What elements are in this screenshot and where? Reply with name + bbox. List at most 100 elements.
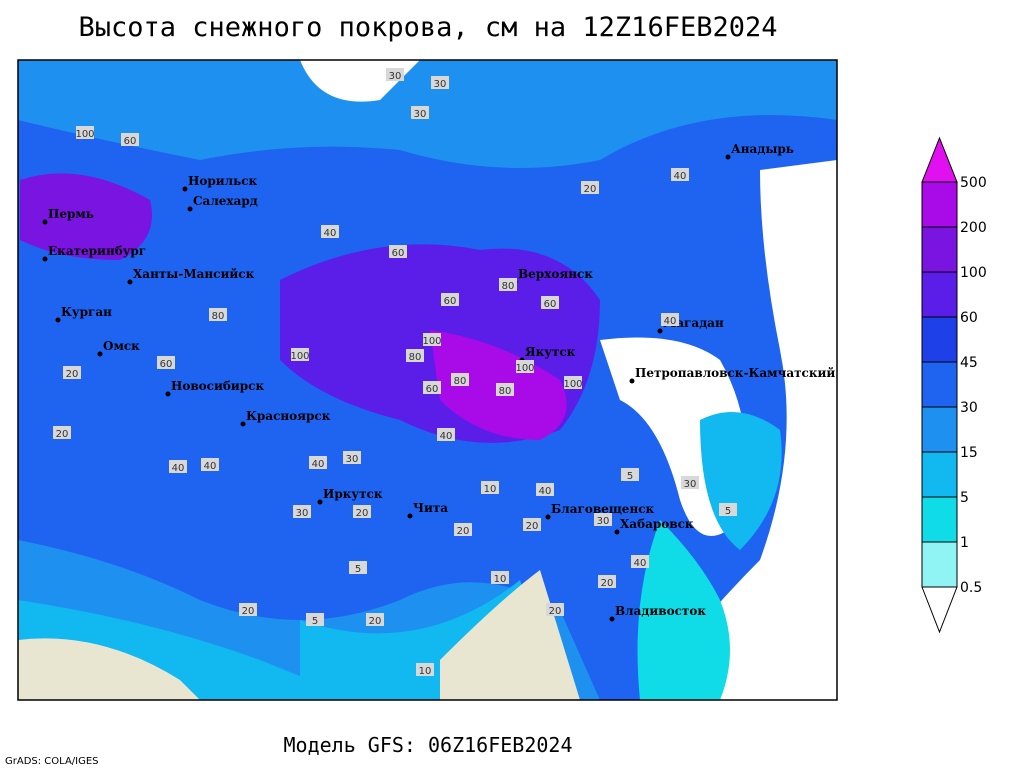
contour-label: 20 — [242, 606, 255, 617]
colorbar-band — [921, 406, 958, 453]
contour-label: 20 — [56, 429, 69, 440]
contour-label-box — [53, 426, 71, 439]
contour-label: 40 — [312, 459, 325, 470]
city-dot — [165, 391, 171, 397]
sakhalin-area — [637, 520, 730, 700]
contour-label-box — [306, 613, 324, 626]
city-dot — [629, 378, 635, 384]
city-dot — [614, 529, 620, 535]
city-label: Ханты-Мансийск — [133, 267, 255, 281]
city-label: Курган — [61, 305, 112, 319]
contour-label-box — [366, 613, 384, 626]
contour-label-box — [349, 561, 367, 574]
contour-label: 40 — [539, 486, 552, 497]
contour-label: 60 — [426, 384, 439, 395]
contour-label-box — [389, 245, 407, 258]
contour-label: 30 — [684, 479, 697, 490]
contour-label: 40 — [172, 463, 185, 474]
city-label: Чита — [413, 501, 448, 515]
contour-label: 5 — [627, 471, 633, 482]
contour-label: 5 — [355, 564, 361, 575]
region — [20, 173, 152, 260]
credit: GrADS: COLA/IGES — [5, 756, 99, 767]
contour-label: 60 — [160, 359, 173, 370]
city-label: Пермь — [48, 207, 94, 221]
contour-label: 30 — [414, 109, 427, 120]
contour-label: 40 — [440, 431, 453, 442]
contour-label: 40 — [324, 228, 337, 239]
contour-label: 10 — [419, 666, 432, 677]
contour-label: 40 — [204, 461, 217, 472]
contour-label-box — [451, 373, 469, 386]
colorbar-band — [921, 181, 958, 228]
colorbar-band — [921, 271, 958, 318]
city-dot — [97, 351, 103, 357]
city-dot — [55, 317, 61, 323]
contour-label: 60 — [544, 299, 557, 310]
contour-label-box — [76, 126, 94, 139]
colorbar-band — [921, 361, 958, 408]
contour-label: 10 — [494, 574, 507, 585]
city-dot — [42, 219, 48, 225]
contour-label-box — [541, 296, 559, 309]
colorbar-label: 200 — [960, 220, 987, 236]
city-label: Новосибирск — [171, 379, 264, 393]
city-dot — [545, 514, 551, 520]
contour-label: 10 — [484, 484, 497, 495]
land-nosnow — [18, 570, 580, 700]
city-label: Верхоянск — [518, 267, 593, 281]
contour-label-box — [386, 68, 404, 81]
contour-label-box — [209, 308, 227, 321]
contour-label-box — [496, 383, 514, 396]
city-label: Хабаровск — [620, 517, 694, 531]
contour-label: 100 — [290, 351, 309, 362]
contour-label-box — [454, 523, 472, 536]
contour-label-box — [157, 356, 175, 369]
colorbar-band — [921, 541, 958, 588]
contour-label: 60 — [392, 248, 405, 259]
contour-label: 20 — [601, 578, 614, 589]
contour-label-box — [201, 458, 219, 471]
contour-label-box — [581, 181, 599, 194]
city-label: Салехард — [193, 194, 258, 208]
city-label: Красноярск — [246, 409, 331, 423]
contour-label-box — [536, 483, 554, 496]
city-dot — [725, 154, 731, 160]
contour-label-box — [621, 468, 639, 481]
colorbar-label: 60 — [960, 310, 978, 326]
contour-label-box — [481, 481, 499, 494]
contour-label-box — [598, 575, 616, 588]
contour-label-box — [681, 476, 699, 489]
contour-label: 30 — [346, 454, 359, 465]
cities: Норильск Салехард Пермь Екатеринбург Ханты-М… — [42, 142, 835, 622]
contour-label-box — [423, 381, 441, 394]
contour-label-box — [321, 225, 339, 238]
colorbar-label: 15 — [960, 445, 978, 461]
contour-label-box — [594, 513, 612, 526]
contour-label: 40 — [664, 316, 677, 327]
contour-label: 100 — [563, 379, 582, 390]
contour-label-box — [661, 313, 679, 326]
contour-label: 20 — [457, 526, 470, 537]
contour-label: 20 — [66, 369, 79, 380]
title: Высота снежного покрова, см на 12Z16FEB2… — [79, 12, 778, 43]
city-dot — [127, 279, 133, 285]
contour-label-box — [441, 293, 459, 306]
colorbar-bottom — [921, 586, 958, 634]
contour-label: 20 — [549, 606, 562, 617]
city-label: Благовещенск — [551, 502, 655, 516]
contour-label-box — [353, 505, 371, 518]
contour-label: 30 — [597, 516, 610, 527]
contour-label-box — [63, 366, 81, 379]
contour-label-box — [411, 106, 429, 119]
contour-label-box — [431, 76, 449, 89]
contour-label-box — [523, 518, 541, 531]
city-dot — [407, 513, 413, 519]
city-dot — [182, 186, 188, 192]
contour-label-box — [293, 505, 311, 518]
city-label: Норильск — [188, 174, 258, 188]
contour-label: 80 — [454, 376, 467, 387]
city-label: Иркутск — [323, 487, 383, 501]
